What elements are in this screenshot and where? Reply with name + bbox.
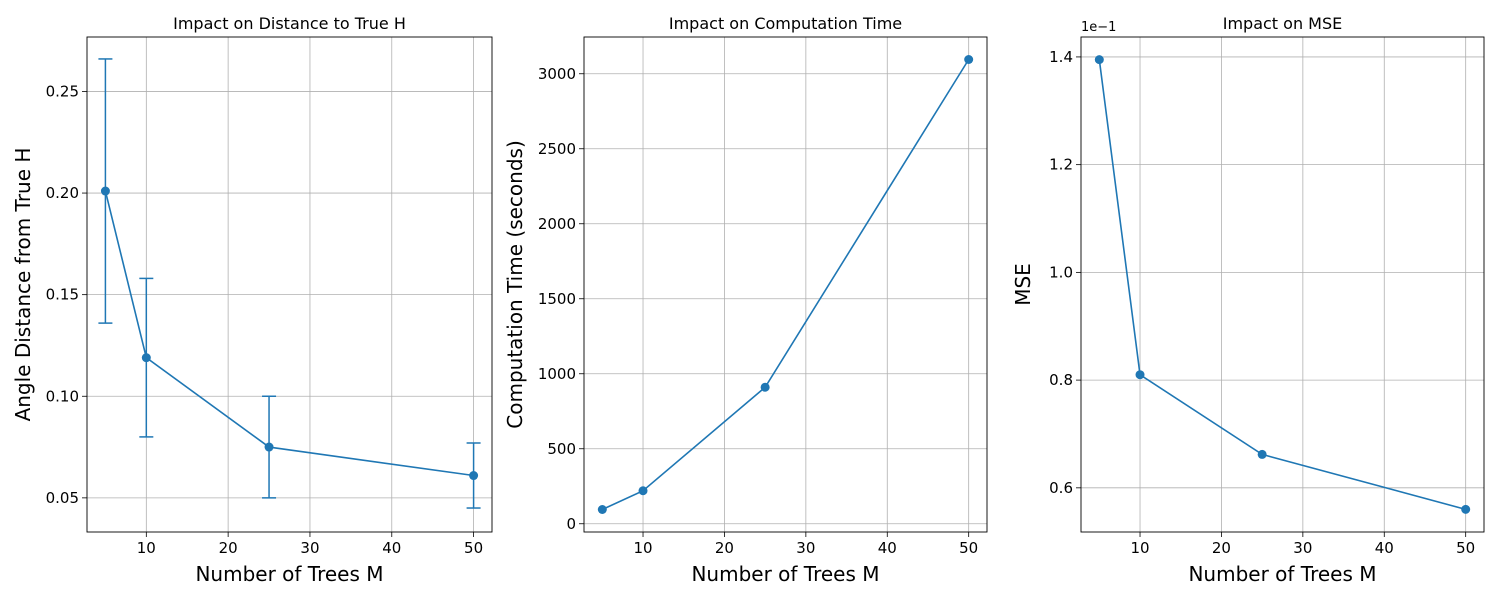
y-tick-label: 1.2 [1049,156,1073,174]
y-offset-text: 1e−1 [1081,20,1116,35]
x-tick-label: 10 [633,539,652,557]
y-axis-label: Computation Time (seconds) [503,140,527,428]
series-line [601,59,970,511]
x-axis-label: Number of Trees M [1188,562,1376,586]
x-tick-label: 30 [300,539,319,557]
data-point [760,382,770,392]
data-point [141,353,151,363]
series-line [104,190,474,477]
y-tick-label: 0.8 [1049,371,1073,389]
y-axis-label: Angle Distance from True H [11,148,35,422]
data-point [597,505,607,514]
y-tick-label: 0.20 [46,184,79,202]
y-tick-label: 0.6 [1049,479,1073,497]
chart-panel-mse: 10 20 30 40 500.60.81.01.21.4 Impact on MSE … [1011,14,1485,586]
y-tick-label: 1.0 [1049,263,1073,281]
axes-frame [583,36,988,533]
x-tick-label: 30 [796,539,815,557]
x-tick-label: 40 [878,539,897,557]
data-point [264,442,274,452]
chart-panel-distance: 10 20 30 40 50 0.05 0.10 0.15 0.20 0.25 Impact on… [11,14,493,586]
x-axis-label: Number of Trees M [691,562,879,586]
axes-frame [1080,36,1485,533]
x-tick-label: 10 [1130,539,1149,557]
x-tick-label: 20 [219,539,238,557]
y-tick-label: 2000 [538,215,576,233]
x-tick-label: 50 [1456,539,1475,557]
y-tick-label: 0 [566,515,576,533]
data-point [964,55,974,64]
x-axis-label: Number of Trees M [195,562,383,586]
y-tick-label: 1000 [538,365,576,383]
data-point [1094,55,1104,65]
data-point [1135,370,1145,380]
axes-frame [86,36,493,533]
x-tick-label: 20 [715,539,734,557]
x-tick-label: 30 [1293,539,1312,557]
x-tick-label: 50 [959,539,978,557]
y-tick-label: 0.15 [46,286,79,304]
y-tick-label: 1500 [538,290,576,308]
data-point [100,186,110,196]
x-tick-label: 40 [382,539,401,557]
series-line [1098,59,1466,511]
x-tick-label: 50 [464,539,483,557]
y-tick-label: 0.10 [46,387,79,405]
y-axis-label: MSE [1011,263,1035,306]
y-tick-label: 1.4 [1049,48,1073,66]
data-point [1461,504,1471,514]
y-tick-label: 3000 [538,65,576,83]
x-tick-label: 20 [1212,539,1231,557]
chart-title: Impact on MSE [1223,14,1343,33]
data-point [469,471,479,481]
data-point [638,486,648,496]
x-tick-label: 10 [137,539,156,557]
y-tick-label: 0.05 [46,489,79,507]
y-tick-label: 0.25 [46,82,79,100]
y-tick-label: 500 [547,440,576,458]
y-tick-label: 2500 [538,140,576,158]
chart-title: Impact on Computation Time [669,14,902,33]
x-tick-label: 40 [1375,539,1394,557]
chart-title: Impact on Distance to True H [173,14,406,33]
data-point [1257,449,1267,459]
